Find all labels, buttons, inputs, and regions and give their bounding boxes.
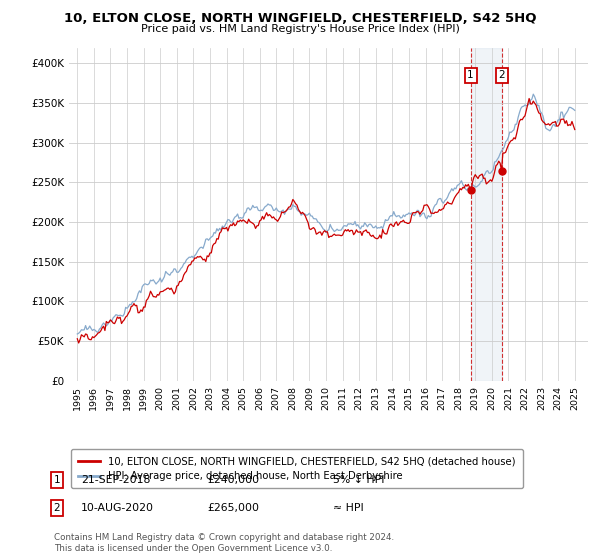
Text: 2: 2: [53, 503, 61, 513]
Text: 10-AUG-2020: 10-AUG-2020: [81, 503, 154, 513]
Text: 1: 1: [467, 71, 474, 81]
Text: Contains HM Land Registry data © Crown copyright and database right 2024.
This d: Contains HM Land Registry data © Crown c…: [54, 533, 394, 553]
Bar: [470, 48, 502, 381]
Text: 2: 2: [499, 71, 505, 81]
Text: 10, ELTON CLOSE, NORTH WINGFIELD, CHESTERFIELD, S42 5HQ: 10, ELTON CLOSE, NORTH WINGFIELD, CHESTE…: [64, 12, 536, 25]
Text: 1: 1: [53, 475, 61, 485]
Text: 5% ↓ HPI: 5% ↓ HPI: [333, 475, 385, 485]
Text: £240,000: £240,000: [207, 475, 259, 485]
Text: Price paid vs. HM Land Registry's House Price Index (HPI): Price paid vs. HM Land Registry's House …: [140, 24, 460, 34]
Legend: 10, ELTON CLOSE, NORTH WINGFIELD, CHESTERFIELD, S42 5HQ (detached house), HPI: A: 10, ELTON CLOSE, NORTH WINGFIELD, CHESTE…: [71, 449, 523, 488]
Text: 21-SEP-2018: 21-SEP-2018: [81, 475, 151, 485]
Text: £265,000: £265,000: [207, 503, 259, 513]
Text: ≈ HPI: ≈ HPI: [333, 503, 364, 513]
